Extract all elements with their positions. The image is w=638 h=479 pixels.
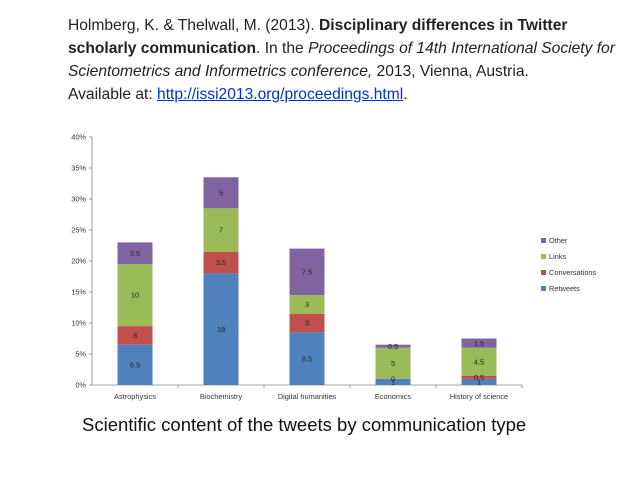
bar-segment-other	[289, 248, 325, 296]
bar-segment-retweets	[203, 273, 239, 385]
proceedings-link[interactable]: http://issi2013.org/proceedings.html	[157, 86, 404, 103]
chart-caption: Scientific content of the tweets by comm…	[82, 414, 527, 435]
bar-segment-conversations	[117, 326, 153, 345]
y-tick-label: 15%	[71, 288, 86, 297]
citation-link-suffix: .	[403, 86, 408, 103]
bar-segment-links	[117, 264, 153, 327]
citation-proceedings: Proceedings of 14th International Societ…	[68, 40, 615, 80]
data-label: 8.5	[302, 354, 312, 363]
bar-segment-retweets	[461, 378, 497, 385]
y-tick-label: 5%	[75, 350, 86, 359]
data-label: 18	[217, 325, 225, 334]
legend-label: Retweets	[549, 284, 580, 293]
bar-segment-conversations	[203, 251, 239, 274]
legend-label: Links	[549, 252, 567, 261]
data-label: 3	[305, 300, 309, 309]
legend-swatch	[541, 238, 546, 243]
data-label: 3.5	[130, 249, 140, 258]
citation-title: Disciplinary differences in Twitter scho…	[68, 17, 568, 57]
legend-swatch	[541, 270, 546, 275]
legend-swatch	[541, 254, 546, 259]
citation-available-prefix: Available at:	[68, 86, 158, 103]
bar-segment-conversations	[461, 375, 497, 379]
citation: Holmberg, K. & Thelwall, M. (2013). Disc…	[68, 14, 628, 106]
bar-segment-conversations	[289, 313, 325, 333]
y-tick-label: 0%	[75, 381, 86, 390]
legend-label: Other	[549, 236, 568, 245]
data-label: 3.5	[216, 258, 226, 267]
y-tick-label: 30%	[71, 195, 86, 204]
category-label: Digital humanities	[278, 392, 337, 401]
bar-segment-other	[117, 242, 153, 265]
y-tick-label: 25%	[71, 226, 86, 235]
data-label: 3	[133, 331, 137, 340]
y-tick-label: 20%	[71, 257, 86, 266]
bar-segment-other	[375, 344, 411, 348]
y-tick-label: 40%	[71, 133, 86, 142]
data-label: 0	[391, 374, 395, 383]
bar-segment-retweets	[117, 344, 153, 385]
category-label: Economics	[375, 392, 411, 401]
data-label: 4.5	[474, 357, 484, 366]
data-label: 1	[477, 378, 481, 387]
data-label: 7	[219, 226, 223, 235]
data-label: 1	[391, 378, 395, 387]
data-label: 5	[219, 188, 223, 197]
bar-segment-links	[289, 295, 325, 314]
data-label: 0.5	[388, 342, 398, 351]
bar-segment-links	[203, 208, 239, 252]
data-label: 10	[131, 291, 139, 300]
data-label: 3	[305, 319, 309, 328]
bar-segment-links	[375, 347, 411, 379]
legend-label: Conversations	[549, 268, 597, 277]
bar-segment-links	[461, 347, 497, 376]
data-label: 0.5	[474, 373, 484, 382]
bar-segment-other	[461, 338, 497, 348]
bar-segment-retweets	[289, 332, 325, 385]
y-tick-label: 35%	[71, 164, 86, 173]
citation-text-mid: . In the	[256, 40, 309, 57]
bar-segment-retweets	[375, 378, 411, 385]
category-label: History of science	[450, 392, 508, 401]
data-label: 7.5	[302, 267, 312, 276]
bar-segment-other	[203, 177, 239, 209]
legend-swatch	[541, 286, 546, 291]
y-tick-label: 10%	[71, 319, 86, 328]
data-label: 5	[391, 359, 395, 368]
category-label: Astrophysics	[114, 392, 156, 401]
data-label: 6.5	[130, 360, 140, 369]
category-label: Biochemistry	[200, 392, 243, 401]
citation-authors: Holmberg, K. & Thelwall, M. (2013).	[68, 17, 320, 34]
citation-text-after: 2013, Vienna, Austria.	[372, 63, 529, 80]
data-label: 1.5	[474, 339, 484, 348]
